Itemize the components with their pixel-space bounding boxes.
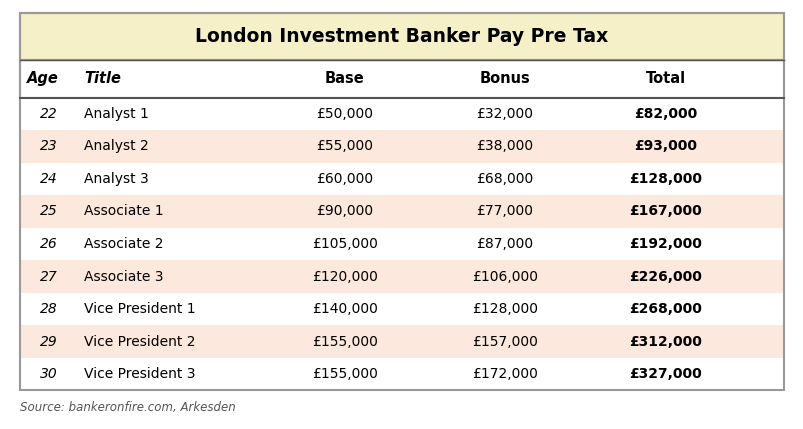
Text: Associate 3: Associate 3 bbox=[84, 269, 163, 284]
Text: £77,000: £77,000 bbox=[476, 205, 533, 218]
Text: £268,000: £268,000 bbox=[628, 302, 701, 316]
FancyBboxPatch shape bbox=[20, 325, 783, 358]
Text: £172,000: £172,000 bbox=[471, 367, 537, 381]
Text: £312,000: £312,000 bbox=[628, 335, 701, 349]
Text: £60,000: £60,000 bbox=[316, 172, 373, 186]
FancyBboxPatch shape bbox=[20, 98, 783, 130]
Text: 29: 29 bbox=[40, 335, 58, 349]
FancyBboxPatch shape bbox=[20, 228, 783, 260]
Text: 23: 23 bbox=[40, 139, 58, 154]
Text: 30: 30 bbox=[40, 367, 58, 381]
FancyBboxPatch shape bbox=[20, 163, 783, 195]
Text: 25: 25 bbox=[40, 205, 58, 218]
Text: £226,000: £226,000 bbox=[628, 269, 701, 284]
Text: £38,000: £38,000 bbox=[476, 139, 533, 154]
Text: 24: 24 bbox=[40, 172, 58, 186]
FancyBboxPatch shape bbox=[20, 130, 783, 163]
Text: 27: 27 bbox=[40, 269, 58, 284]
Text: Analyst 2: Analyst 2 bbox=[84, 139, 149, 154]
Text: £327,000: £327,000 bbox=[629, 367, 701, 381]
Text: £167,000: £167,000 bbox=[629, 205, 701, 218]
FancyBboxPatch shape bbox=[20, 358, 783, 390]
FancyBboxPatch shape bbox=[20, 293, 783, 325]
Text: Title: Title bbox=[84, 71, 120, 86]
Text: Bonus: Bonus bbox=[479, 71, 530, 86]
FancyBboxPatch shape bbox=[20, 260, 783, 293]
Text: Total: Total bbox=[645, 71, 685, 86]
Text: £93,000: £93,000 bbox=[634, 139, 696, 154]
Text: 28: 28 bbox=[40, 302, 58, 316]
Text: Associate 2: Associate 2 bbox=[84, 237, 163, 251]
Text: £128,000: £128,000 bbox=[628, 172, 701, 186]
Text: £87,000: £87,000 bbox=[476, 237, 533, 251]
Text: Vice President 3: Vice President 3 bbox=[84, 367, 195, 381]
Text: Base: Base bbox=[324, 71, 364, 86]
Text: Source: bankeronfire.com, Arkesden: Source: bankeronfire.com, Arkesden bbox=[20, 401, 235, 414]
Text: £192,000: £192,000 bbox=[628, 237, 701, 251]
Text: £82,000: £82,000 bbox=[633, 107, 696, 121]
Text: Associate 1: Associate 1 bbox=[84, 205, 163, 218]
Text: £128,000: £128,000 bbox=[471, 302, 537, 316]
Text: £140,000: £140,000 bbox=[312, 302, 377, 316]
Text: £120,000: £120,000 bbox=[312, 269, 377, 284]
Text: £157,000: £157,000 bbox=[471, 335, 537, 349]
Text: Analyst 3: Analyst 3 bbox=[84, 172, 149, 186]
Text: £55,000: £55,000 bbox=[316, 139, 373, 154]
Text: £68,000: £68,000 bbox=[476, 172, 533, 186]
Text: Age: Age bbox=[26, 71, 58, 86]
Text: £155,000: £155,000 bbox=[312, 335, 377, 349]
FancyBboxPatch shape bbox=[20, 195, 783, 228]
Text: £32,000: £32,000 bbox=[476, 107, 533, 121]
Text: 22: 22 bbox=[40, 107, 58, 121]
Text: £90,000: £90,000 bbox=[316, 205, 373, 218]
Text: Analyst 1: Analyst 1 bbox=[84, 107, 149, 121]
Text: Vice President 2: Vice President 2 bbox=[84, 335, 195, 349]
Text: £50,000: £50,000 bbox=[316, 107, 373, 121]
Text: £155,000: £155,000 bbox=[312, 367, 377, 381]
FancyBboxPatch shape bbox=[20, 60, 783, 98]
Text: London Investment Banker Pay Pre Tax: London Investment Banker Pay Pre Tax bbox=[195, 27, 608, 46]
Text: £106,000: £106,000 bbox=[471, 269, 537, 284]
Text: £105,000: £105,000 bbox=[312, 237, 377, 251]
Text: Vice President 1: Vice President 1 bbox=[84, 302, 195, 316]
Text: 26: 26 bbox=[40, 237, 58, 251]
FancyBboxPatch shape bbox=[20, 13, 783, 60]
